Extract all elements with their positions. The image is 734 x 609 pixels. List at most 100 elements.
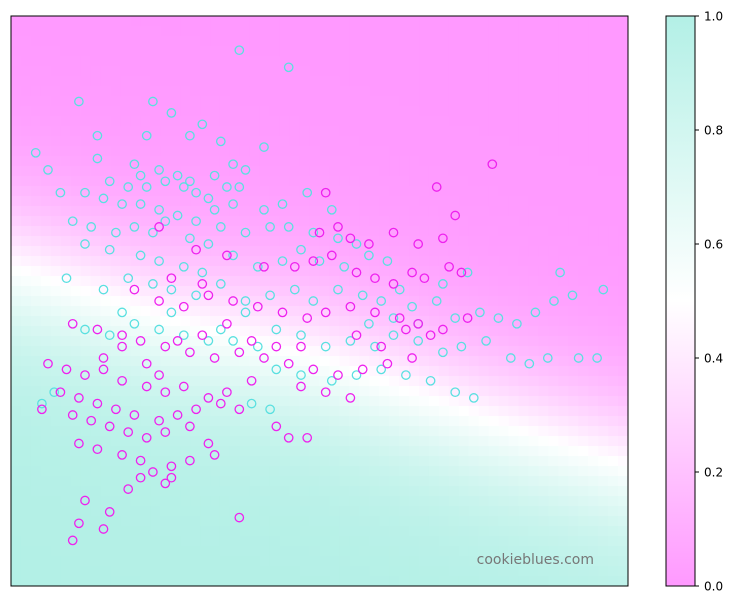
field-cell: [518, 506, 530, 517]
field-cell: [608, 566, 619, 577]
field-cell: [528, 376, 540, 387]
field-cell: [140, 416, 151, 427]
field-cell: [518, 186, 530, 197]
field-cell: [558, 416, 569, 427]
field-cell: [518, 256, 530, 267]
field-cell: [598, 556, 609, 567]
field-cell: [309, 536, 321, 547]
field-cell: [458, 156, 470, 167]
point-cyan: [129, 222, 140, 232]
field-cell: [428, 76, 440, 87]
field-cell: [210, 276, 221, 287]
field-cell: [578, 386, 589, 397]
field-cell: [558, 46, 569, 57]
field-cell: [558, 136, 569, 147]
field-cell: [488, 246, 500, 257]
field-cell: [299, 186, 311, 197]
point-magenta: [135, 455, 146, 466]
field-cell: [389, 516, 400, 527]
field-cell: [508, 456, 520, 467]
field-cell: [548, 416, 559, 427]
field-cell: [60, 246, 72, 257]
field-cell: [389, 206, 400, 217]
field-cell: [70, 376, 82, 387]
field-cell: [598, 546, 609, 557]
field-cell: [329, 46, 340, 57]
field-cell: [30, 156, 42, 167]
field-cell: [409, 56, 420, 67]
field-cell: [269, 456, 281, 467]
field-cell: [448, 86, 460, 97]
field-cell: [568, 466, 579, 477]
field-cell: [80, 26, 92, 37]
field-cell: [339, 276, 350, 287]
field-cell: [478, 166, 490, 177]
field-cell: [528, 206, 540, 217]
field-cell: [80, 196, 92, 207]
field-cell: [30, 36, 42, 47]
field-cell: [160, 16, 171, 27]
field-cell: [548, 166, 559, 177]
point-cyan: [530, 307, 541, 318]
field-cell: [389, 526, 400, 537]
field-cell: [349, 86, 360, 97]
field-cell: [30, 166, 42, 177]
point-cyan: [240, 296, 251, 306]
field-cell: [90, 466, 102, 477]
field-cell: [518, 426, 530, 437]
field-cell: [80, 186, 92, 197]
field-cell: [309, 446, 321, 457]
field-cell: [50, 556, 62, 567]
field-cell: [578, 196, 589, 207]
field-cell: [150, 86, 161, 97]
field-cell: [588, 406, 599, 417]
field-cell: [458, 546, 470, 557]
field-cell: [20, 266, 32, 277]
field-cell: [269, 96, 281, 107]
field-cell: [299, 386, 311, 397]
field-cell: [50, 206, 62, 217]
field-cell: [50, 346, 62, 357]
field-cell: [160, 316, 171, 327]
field-cell: [349, 66, 360, 77]
field-cell: [518, 46, 530, 57]
point-cyan: [178, 261, 189, 272]
field-cell: [399, 166, 410, 177]
field-cell: [140, 296, 151, 307]
field-cell: [180, 376, 191, 387]
point-cyan: [197, 119, 208, 130]
field-cell: [50, 426, 62, 437]
field-cell: [379, 86, 390, 97]
field-cell: [359, 196, 370, 207]
field-cell: [279, 156, 291, 167]
field-cell: [548, 226, 559, 237]
field-cell: [448, 426, 460, 437]
field-cell: [140, 56, 151, 67]
field-cell: [219, 406, 231, 417]
field-cell: [339, 516, 350, 527]
field-cell: [299, 46, 311, 57]
field-cell: [229, 146, 241, 157]
field-cell: [478, 536, 490, 547]
field-cell: [379, 236, 390, 247]
field-cell: [528, 406, 540, 417]
field-cell: [498, 536, 510, 547]
field-cell: [488, 66, 500, 77]
field-cell: [438, 486, 450, 497]
field-cell: [438, 356, 450, 367]
field-cell: [498, 146, 510, 157]
field-cell: [558, 436, 569, 447]
field-cell: [219, 276, 231, 287]
field-cell: [160, 196, 171, 207]
field-cell: [299, 156, 311, 167]
field-cell: [239, 576, 251, 586]
field-cell: [11, 466, 22, 477]
point-magenta: [160, 478, 171, 489]
field-cell: [518, 386, 530, 397]
field-cell: [60, 296, 72, 307]
point-magenta: [135, 472, 146, 483]
field-cell: [389, 506, 400, 517]
field-cell: [528, 356, 540, 367]
field-cell: [389, 416, 400, 427]
point-cyan: [129, 318, 140, 329]
